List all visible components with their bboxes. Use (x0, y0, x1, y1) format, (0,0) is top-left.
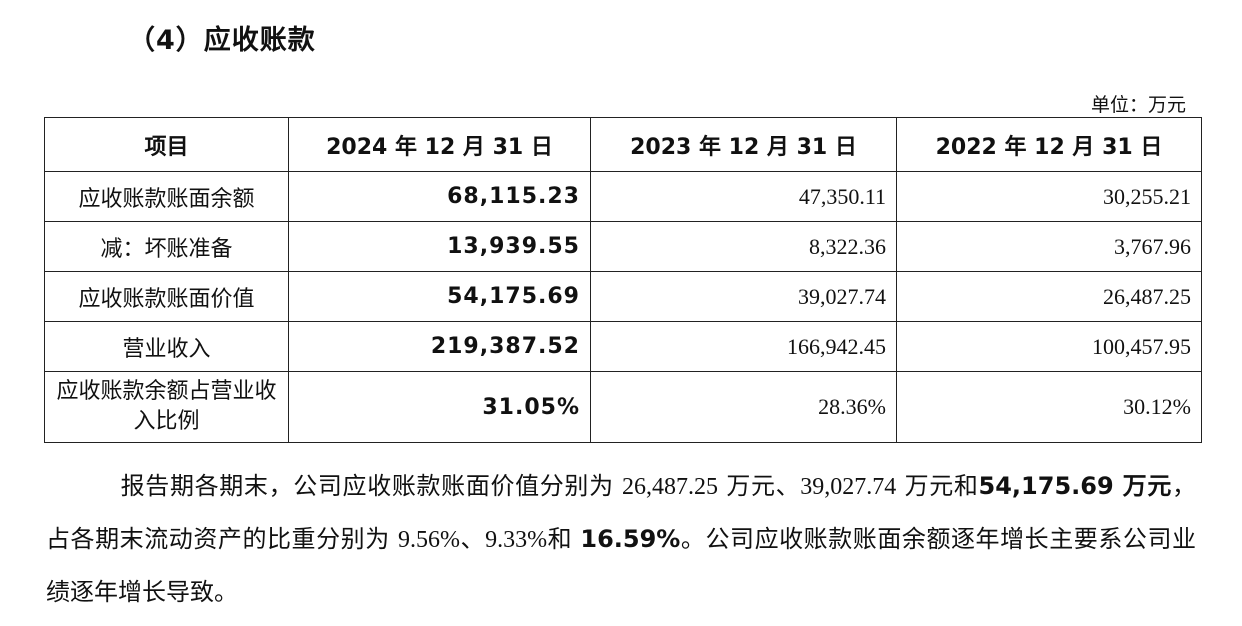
para-text: 。公司应收账款账面余额逐年增长主要系公司业绩逐年增长导致。 (46, 525, 1196, 606)
table-row: 减：坏账准备 13,939.55 8,322.36 3,767.96 (44, 221, 1202, 272)
cell-2024: 13,939.55 (288, 221, 591, 272)
header-2023: 2023 年 12 月 31 日 (590, 117, 897, 172)
cell-2022: 3,767.96 (896, 221, 1202, 272)
para-text: 和 (547, 525, 581, 553)
para-value: 26,487.25 (622, 474, 719, 500)
row-label: 减：坏账准备 (44, 221, 289, 272)
header-2024: 2024 年 12 月 31 日 (288, 117, 591, 172)
cell-2024: 219,387.52 (288, 321, 591, 372)
para-text: ，占各期末流动资产的比重分别为 (46, 472, 1196, 553)
cell-2024: 54,175.69 (288, 271, 591, 322)
para-value: 9.56% (397, 527, 460, 553)
receivables-table: 项目 2024 年 12 月 31 日 2023 年 12 月 31 日 202… (44, 117, 1202, 443)
table-header-row: 项目 2024 年 12 月 31 日 2023 年 12 月 31 日 202… (44, 117, 1202, 172)
cell-2023: 28.36% (590, 371, 897, 443)
row-label: 应收账款账面价值 (44, 271, 289, 322)
cell-2024: 31.05% (288, 371, 591, 443)
header-item: 项目 (44, 117, 289, 172)
cell-2022: 30,255.21 (896, 171, 1202, 222)
para-bold-value: 16.59% (580, 525, 681, 553)
para-text: 、 (459, 525, 486, 553)
row-label: 营业收入 (44, 321, 289, 372)
header-2022: 2022 年 12 月 31 日 (896, 117, 1202, 172)
cell-2022: 26,487.25 (896, 271, 1202, 322)
cell-2023: 8,322.36 (590, 221, 897, 272)
table-row: 应收账款账面余额 68,115.23 47,350.11 30,255.21 (44, 171, 1202, 222)
cell-2023: 47,350.11 (590, 171, 897, 222)
cell-2024: 68,115.23 (288, 171, 591, 222)
para-text: 万元、 (718, 472, 801, 500)
row-label: 应收账款账面余额 (44, 171, 289, 222)
para-text: 报告期各期末，公司应收账款账面价值分别为 (120, 472, 623, 500)
para-bold-value: 54,175.69 万元 (978, 472, 1172, 500)
table-row: 营业收入 219,387.52 166,942.45 100,457.95 (44, 321, 1202, 372)
table-row: 应收账款余额占营业收入比例 31.05% 28.36% 30.12% (44, 371, 1202, 443)
cell-2022: 100,457.95 (896, 321, 1202, 372)
row-label: 应收账款余额占营业收入比例 (44, 371, 289, 443)
table-row: 应收账款账面价值 54,175.69 39,027.74 26,487.25 (44, 271, 1202, 322)
para-text: 万元和 (896, 472, 979, 500)
unit-label: 单位：万元 (1090, 94, 1186, 116)
description-paragraph: 报告期各期末，公司应收账款账面价值分别为 26,487.25 万元、39,027… (46, 460, 1196, 618)
cell-2022: 30.12% (896, 371, 1202, 443)
cell-2023: 166,942.45 (590, 321, 897, 372)
para-value: 39,027.74 (800, 474, 897, 500)
cell-2023: 39,027.74 (590, 271, 897, 322)
para-value: 9.33% (485, 527, 548, 553)
section-title: （4）应收账款 (128, 25, 316, 56)
